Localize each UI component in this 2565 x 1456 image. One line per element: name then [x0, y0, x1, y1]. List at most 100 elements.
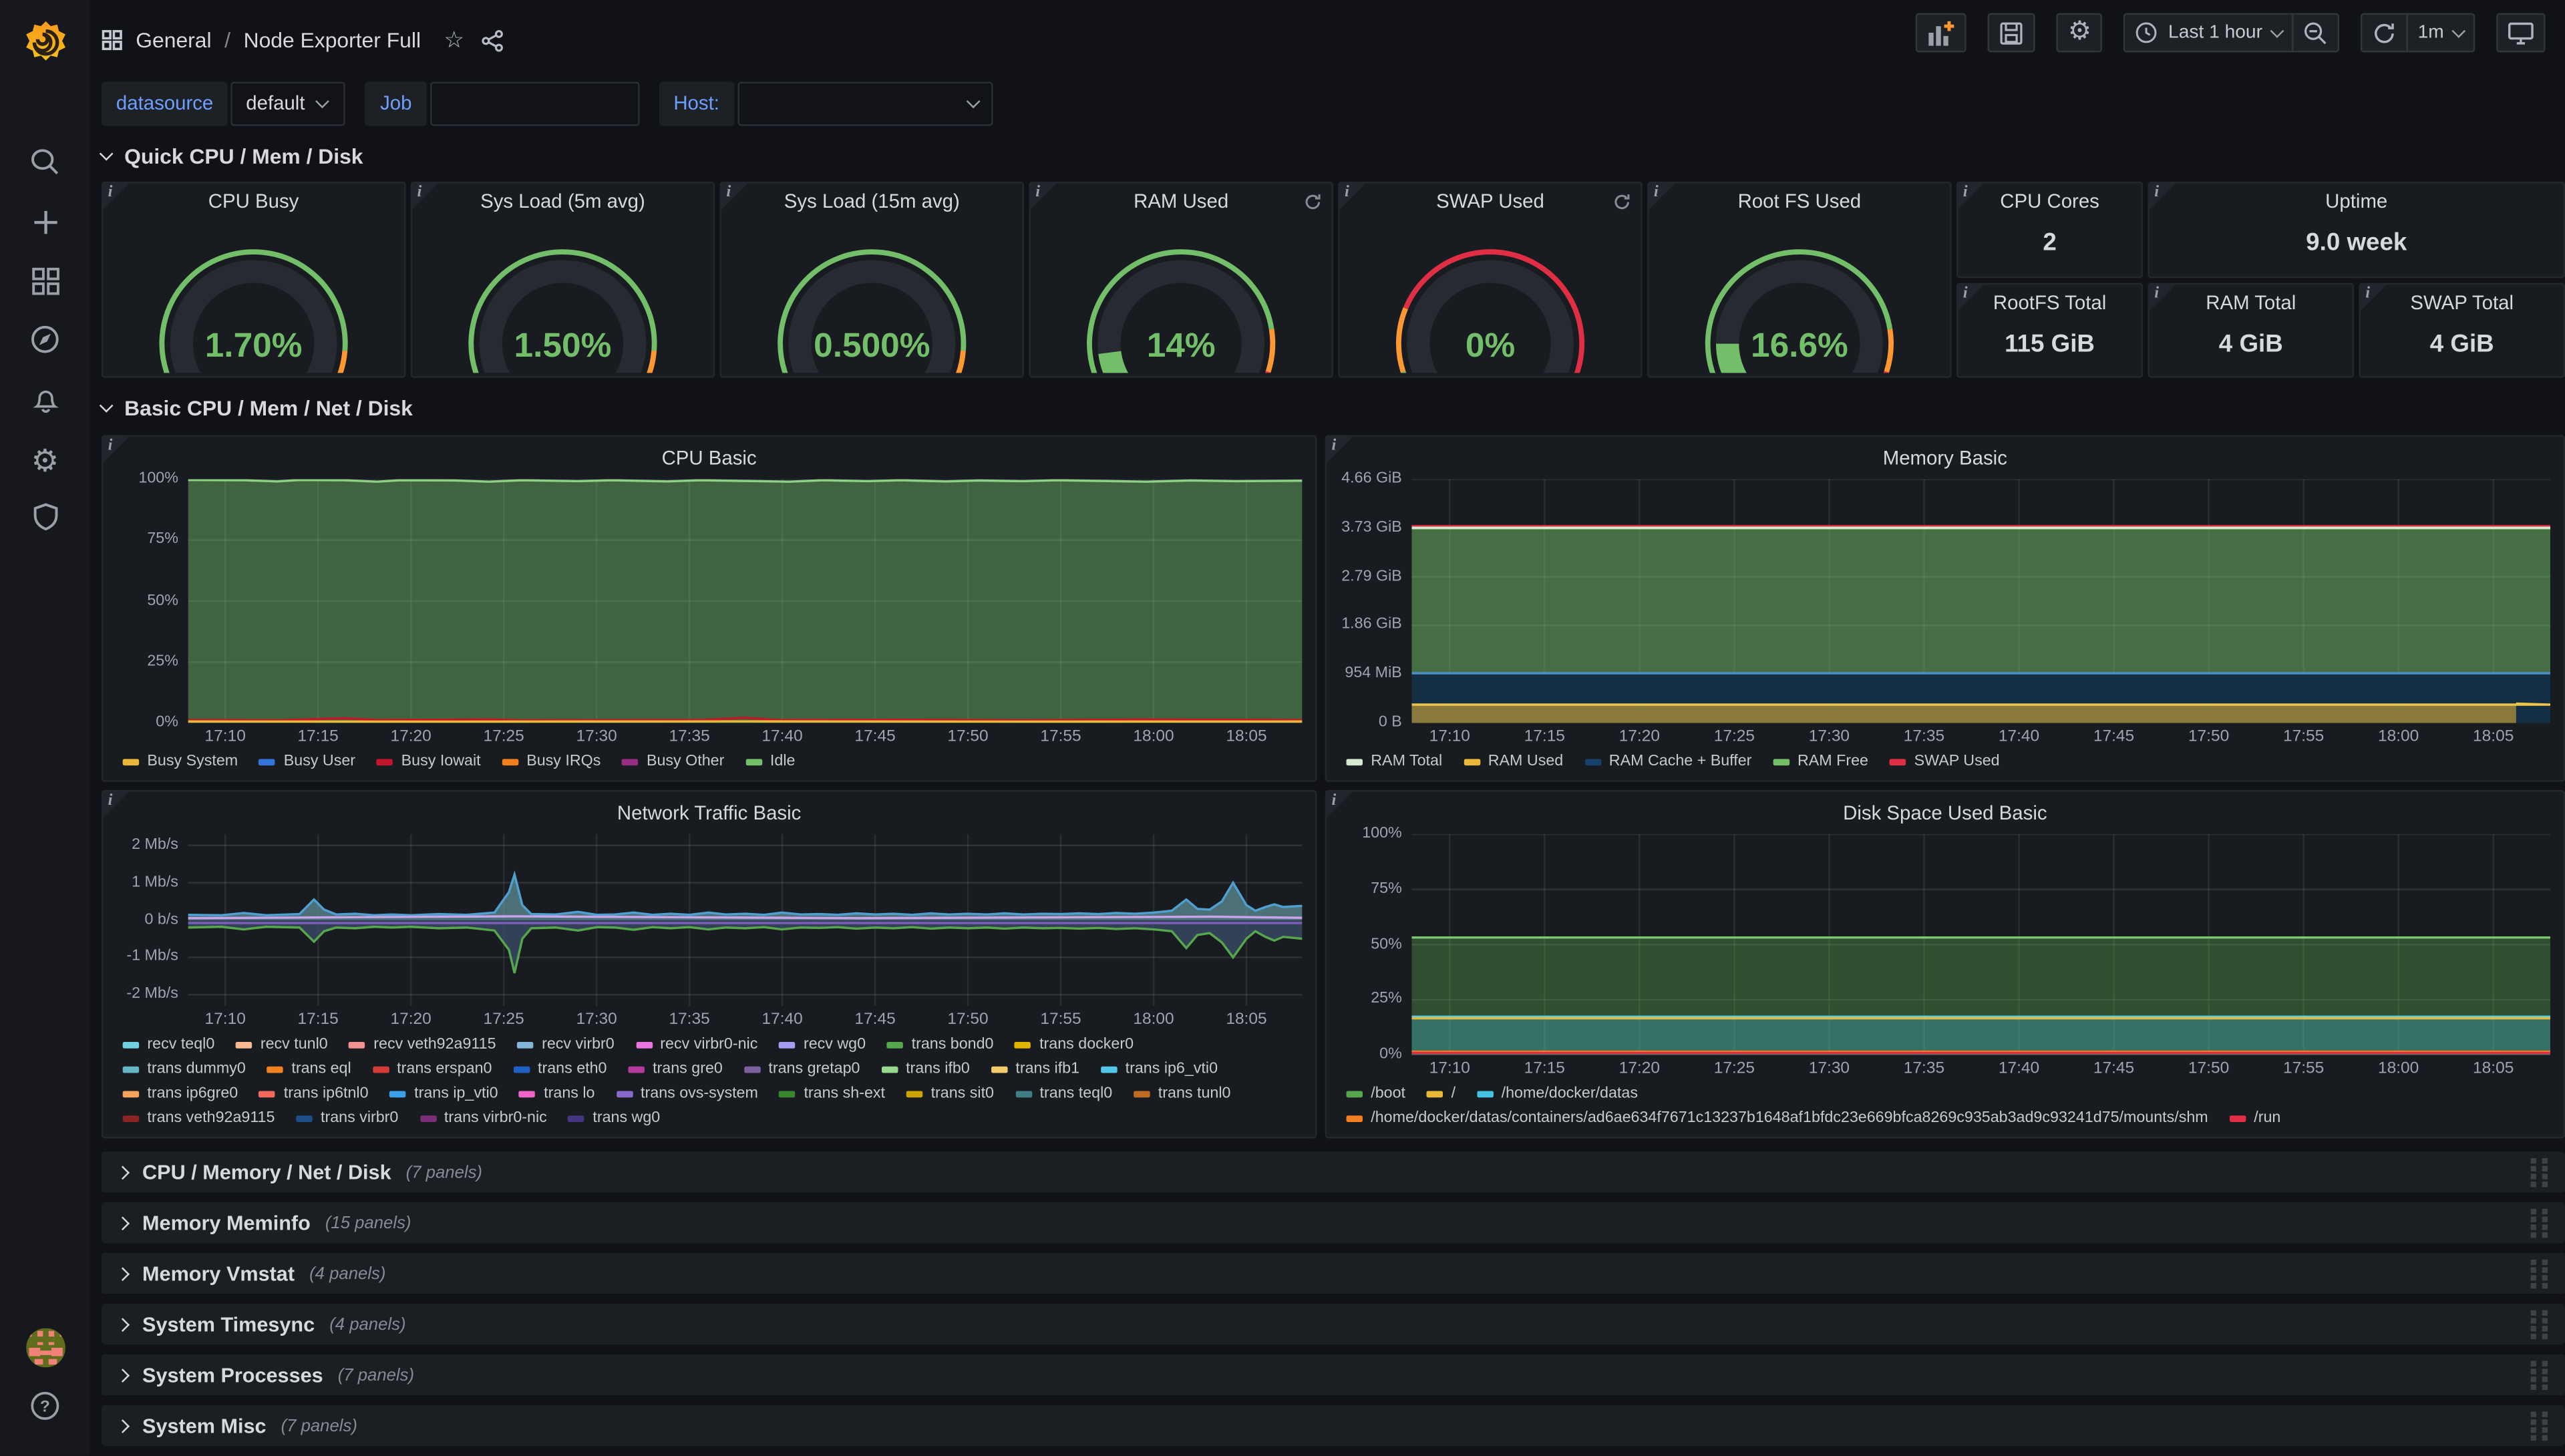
panel-info-icon[interactable]: i: [1958, 183, 1985, 210]
panel-info-icon[interactable]: i: [1339, 183, 1366, 210]
legend-item[interactable]: trans eql: [267, 1060, 351, 1078]
legend-item[interactable]: trans ip6gre0: [122, 1085, 238, 1103]
legend-item[interactable]: RAM Cache + Buffer: [1584, 753, 1751, 770]
legend-item[interactable]: trans tunl0: [1134, 1085, 1230, 1103]
chart-plot-area[interactable]: [1411, 834, 2550, 1055]
cycle-view-mode-button[interactable]: [2496, 13, 2546, 53]
legend-item[interactable]: trans virbr0-nic: [419, 1109, 547, 1127]
panel-title[interactable]: SWAP Used: [1436, 190, 1544, 213]
legend-item[interactable]: trans dummy0: [122, 1060, 246, 1078]
legend-item[interactable]: trans sit0: [906, 1085, 994, 1103]
legend-item[interactable]: Idle: [745, 753, 795, 770]
sidebar-item-explore[interactable]: [0, 314, 90, 373]
panel-title[interactable]: Disk Space Used Basic: [1843, 801, 2047, 825]
collapsed-row-system-timesync[interactable]: System Timesync (4 panels): [101, 1303, 2565, 1345]
legend-item[interactable]: trans ip6_vti0: [1100, 1060, 1218, 1078]
collapsed-row-system-processes[interactable]: System Processes (7 panels): [101, 1354, 2565, 1395]
panel-title[interactable]: RAM Total: [2206, 291, 2296, 315]
panel-title[interactable]: Uptime: [2325, 190, 2388, 213]
legend-item[interactable]: /home/docker/datas/containers/ad6ae634f7…: [1346, 1109, 2208, 1127]
panel-title[interactable]: Network Traffic Basic: [617, 801, 802, 825]
legend-item[interactable]: trans ip6tnl0: [259, 1085, 369, 1103]
chart-plot-area[interactable]: [188, 834, 1303, 1006]
panel-info-icon[interactable]: i: [412, 183, 439, 210]
collapsed-row-memory-meminfo[interactable]: Memory Meminfo (15 panels): [101, 1202, 2565, 1244]
variable-datasource-select[interactable]: default: [231, 81, 346, 126]
legend-item[interactable]: recv teql0: [122, 1035, 214, 1053]
panel-info-icon[interactable]: i: [2360, 285, 2387, 311]
add-panel-button[interactable]: [1916, 13, 1966, 53]
row-drag-handle[interactable]: [2530, 1208, 2549, 1238]
legend-item[interactable]: trans eth0: [513, 1060, 607, 1078]
legend-item[interactable]: Busy System: [122, 753, 238, 770]
panel-title[interactable]: Memory Basic: [1882, 446, 2007, 470]
legend-item[interactable]: trans wg0: [568, 1109, 660, 1127]
legend-item[interactable]: trans sh-ext: [779, 1085, 885, 1103]
legend-item[interactable]: recv tunl0: [236, 1035, 328, 1053]
panel-refresh-icon[interactable]: [1613, 190, 1631, 219]
legend-item[interactable]: /boot: [1346, 1085, 1405, 1103]
legend-item[interactable]: /: [1426, 1085, 1456, 1103]
share-icon[interactable]: [481, 29, 504, 51]
row-basic-cpu-mem-net-disk[interactable]: Basic CPU / Mem / Net / Disk: [99, 387, 2565, 427]
legend-item[interactable]: trans gre0: [628, 1060, 723, 1078]
panel-info-icon[interactable]: i: [2149, 285, 2176, 311]
panel-info-icon[interactable]: i: [103, 183, 130, 210]
legend-item[interactable]: /run: [2229, 1109, 2280, 1127]
panel-info-icon[interactable]: i: [1030, 183, 1057, 210]
sidebar-item-help[interactable]: ?: [0, 1381, 90, 1439]
panel-info-icon[interactable]: i: [1958, 285, 1985, 311]
legend-item[interactable]: RAM Free: [1773, 753, 1868, 770]
breadcrumb-folder[interactable]: General: [136, 27, 212, 53]
sidebar-item-profile[interactable]: [0, 1322, 90, 1381]
panel-info-icon[interactable]: i: [1649, 183, 1675, 210]
sidebar-item-server-admin[interactable]: [0, 491, 90, 550]
variable-job-input[interactable]: [430, 81, 639, 126]
legend-item[interactable]: trans ifb0: [881, 1060, 970, 1078]
legend-item[interactable]: trans veth92a9115: [122, 1109, 275, 1127]
panel-info-icon[interactable]: i: [1327, 436, 1353, 464]
row-drag-handle[interactable]: [2530, 1258, 2549, 1288]
panel-title[interactable]: CPU Basic: [661, 446, 757, 470]
sidebar-item-alerting[interactable]: [0, 373, 90, 431]
legend-item[interactable]: trans bond0: [886, 1035, 994, 1053]
legend-item[interactable]: trans erspan0: [372, 1060, 492, 1078]
panel-info-icon[interactable]: i: [103, 436, 130, 464]
refresh-dashboard-button[interactable]: [2360, 13, 2408, 53]
panel-info-icon[interactable]: i: [103, 791, 130, 818]
panel-title[interactable]: CPU Busy: [208, 190, 299, 213]
legend-item[interactable]: /home/docker/datas: [1476, 1085, 1638, 1103]
collapsed-row-system-misc[interactable]: System Misc (7 panels): [101, 1405, 2565, 1446]
dashboards-grid-icon[interactable]: [102, 29, 123, 51]
panel-title[interactable]: Sys Load (5m avg): [480, 190, 645, 213]
panel-refresh-icon[interactable]: [1304, 190, 1322, 219]
legend-item[interactable]: trans gretap0: [743, 1060, 860, 1078]
row-drag-handle[interactable]: [2530, 1309, 2549, 1339]
legend-item[interactable]: Busy User: [259, 753, 355, 770]
legend-item[interactable]: RAM Total: [1346, 753, 1442, 770]
legend-item[interactable]: trans lo: [519, 1085, 594, 1103]
row-quick-cpu-mem-disk[interactable]: Quick CPU / Mem / Disk: [99, 136, 2565, 175]
panel-info-icon[interactable]: i: [1327, 791, 1353, 818]
grafana-logo-icon[interactable]: [15, 13, 74, 72]
chart-plot-area[interactable]: [1411, 480, 2550, 723]
panel-title[interactable]: Sys Load (15m avg): [784, 190, 960, 213]
legend-item[interactable]: RAM Used: [1463, 753, 1563, 770]
refresh-interval-picker[interactable]: 1m: [2406, 13, 2475, 53]
legend-item[interactable]: trans ifb1: [991, 1060, 1079, 1078]
legend-item[interactable]: recv virbr0-nic: [635, 1035, 757, 1053]
panel-info-icon[interactable]: i: [721, 183, 748, 210]
legend-item[interactable]: Busy Other: [622, 753, 724, 770]
row-drag-handle[interactable]: [2530, 1411, 2549, 1440]
legend-item[interactable]: Busy Iowait: [376, 753, 481, 770]
row-drag-handle[interactable]: [2530, 1157, 2549, 1187]
dashboard-settings-button[interactable]: ⚙: [2056, 13, 2103, 53]
legend-item[interactable]: Busy IRQs: [502, 753, 601, 770]
sidebar-item-configuration[interactable]: ⚙: [0, 432, 90, 491]
legend-item[interactable]: trans teql0: [1015, 1085, 1112, 1103]
panel-title[interactable]: Root FS Used: [1737, 190, 1862, 213]
legend-item[interactable]: recv wg0: [779, 1035, 866, 1053]
save-dashboard-button[interactable]: [1987, 13, 2035, 53]
breadcrumb-dashboard-title[interactable]: Node Exporter Full: [243, 27, 421, 53]
variable-host-select[interactable]: [737, 81, 993, 126]
